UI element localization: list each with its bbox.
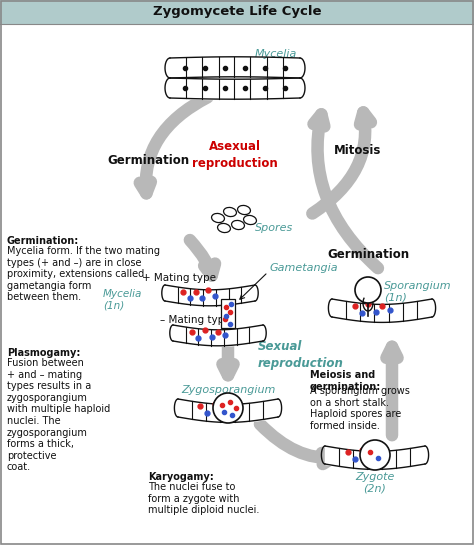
Text: Sporangium
(1n): Sporangium (1n) <box>384 281 452 303</box>
Text: Meiosis and
germination:: Meiosis and germination: <box>310 370 381 392</box>
Ellipse shape <box>244 215 256 225</box>
Text: Mycelia form. If the two mating
types (+ and –) are in close
proximity, extensio: Mycelia form. If the two mating types (+… <box>7 246 160 302</box>
Text: Zygosporangium: Zygosporangium <box>181 385 275 395</box>
Circle shape <box>355 277 381 303</box>
Circle shape <box>213 393 243 423</box>
Text: Plasmogamy:: Plasmogamy: <box>7 348 81 358</box>
Circle shape <box>360 440 390 470</box>
Text: Gametangia: Gametangia <box>270 263 338 273</box>
Bar <box>221 299 235 328</box>
Text: Zygomycete Life Cycle: Zygomycete Life Cycle <box>153 5 321 19</box>
Text: A sporangium grows
on a short stalk.
Haploid spores are
formed inside.: A sporangium grows on a short stalk. Hap… <box>310 386 410 431</box>
Text: Mitosis: Mitosis <box>334 143 382 156</box>
Text: Zygote
(2n): Zygote (2n) <box>356 472 395 494</box>
Text: – Mating type: – Mating type <box>160 315 231 325</box>
Text: Karyogamy:: Karyogamy: <box>148 472 214 482</box>
Text: Germination: Germination <box>327 249 409 262</box>
Text: Spores: Spores <box>255 223 293 233</box>
Text: Germination: Germination <box>107 154 189 167</box>
Text: Mycelia
(1n): Mycelia (1n) <box>103 289 142 311</box>
Text: Mycelia: Mycelia <box>255 49 297 59</box>
Ellipse shape <box>224 208 237 216</box>
Text: Germination:: Germination: <box>7 236 79 246</box>
Text: + Mating type: + Mating type <box>142 273 216 283</box>
Ellipse shape <box>232 220 245 229</box>
Bar <box>0 0 474 24</box>
Text: Fusion between
+ and – mating
types results in a
zygosporangium
with multiple ha: Fusion between + and – mating types resu… <box>7 358 110 473</box>
Text: Sexual
reproduction: Sexual reproduction <box>258 341 344 370</box>
Text: Asexual
reproduction: Asexual reproduction <box>192 140 278 170</box>
Ellipse shape <box>211 214 225 222</box>
Text: The nuclei fuse to
form a zygote with
multiple diploid nuclei.: The nuclei fuse to form a zygote with mu… <box>148 482 259 515</box>
Ellipse shape <box>218 223 230 233</box>
Ellipse shape <box>237 205 250 215</box>
